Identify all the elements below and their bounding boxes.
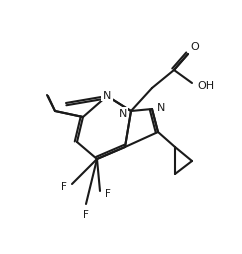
Text: OH: OH [197,81,214,91]
Text: F: F [61,181,67,191]
Text: N: N [103,91,111,101]
Text: N: N [119,108,127,119]
Text: F: F [83,209,89,219]
Text: N: N [157,103,165,113]
Text: O: O [190,42,199,52]
Text: F: F [105,188,111,198]
